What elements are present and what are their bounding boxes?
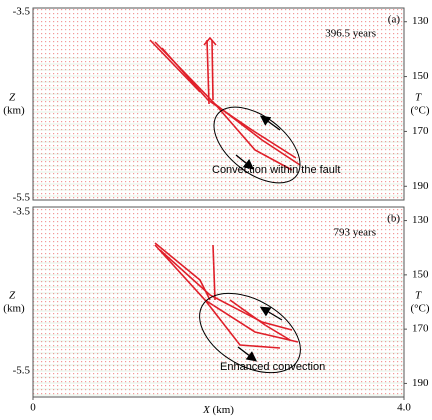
y2-tick-label: 150 xyxy=(412,268,429,280)
y-tick-label: -5.5 xyxy=(13,192,31,204)
panel-frame xyxy=(32,206,405,398)
y2-label: T xyxy=(415,92,422,104)
annotation: Convection within the fault xyxy=(212,164,340,176)
panel-label: (b) xyxy=(387,213,400,225)
fault-flow xyxy=(154,242,211,301)
fault-flow xyxy=(149,39,201,93)
flow-arrow xyxy=(259,306,283,321)
fault-flow xyxy=(211,39,214,101)
x-label-symbol: X xyxy=(202,404,211,416)
y2-label-unit: (°C) xyxy=(410,105,429,117)
y2-tick-label: 150 xyxy=(412,70,429,82)
fault-flow xyxy=(159,249,293,331)
panel-frame xyxy=(32,7,405,201)
y2-tick-label: 130 xyxy=(412,214,429,226)
vector-field xyxy=(33,207,404,397)
y2-label: T xyxy=(415,290,422,302)
fault-flow xyxy=(229,299,291,341)
time-label: 396.5 years xyxy=(325,28,376,40)
panel-label: (a) xyxy=(388,14,401,26)
x-tick-label: 0 xyxy=(30,402,36,414)
y-label: Z xyxy=(9,92,16,104)
y2-tick-label: 190 xyxy=(412,377,429,389)
y-tick-label: -3.5 xyxy=(13,6,31,18)
fault-flow xyxy=(214,103,293,171)
y-label-unit: (km) xyxy=(3,105,25,117)
y2-label-unit: (°C) xyxy=(410,303,429,315)
x-label-unit: (km) xyxy=(213,404,235,416)
vector-field xyxy=(33,8,404,200)
fault-flow xyxy=(161,47,297,159)
time-label: 793 years xyxy=(334,227,376,239)
y-label: Z xyxy=(9,290,16,302)
fault-flow xyxy=(206,39,210,105)
fault-flow xyxy=(204,299,281,349)
y-tick-label: -5.5 xyxy=(13,365,31,377)
fault-flow xyxy=(212,244,216,301)
y-tick-label: -3.5 xyxy=(13,206,31,218)
y-label-unit: (km) xyxy=(3,303,25,315)
x-tick-label: 4.0 xyxy=(397,402,411,414)
flow-arrow xyxy=(259,115,281,131)
y2-tick-label: 170 xyxy=(412,125,429,137)
y2-tick-label: 170 xyxy=(412,323,429,335)
fault-flow xyxy=(154,244,299,343)
x-label: X (km) xyxy=(202,404,234,416)
flow-arrow xyxy=(235,154,255,170)
y2-tick-label: 130 xyxy=(412,15,429,27)
fault-flow xyxy=(203,36,217,46)
flow-arrow xyxy=(237,346,258,362)
convection-cell xyxy=(199,292,301,374)
annotation: Enhanced convection xyxy=(220,361,325,373)
convection-cell xyxy=(213,106,301,184)
y2-tick-label: 190 xyxy=(412,180,429,192)
